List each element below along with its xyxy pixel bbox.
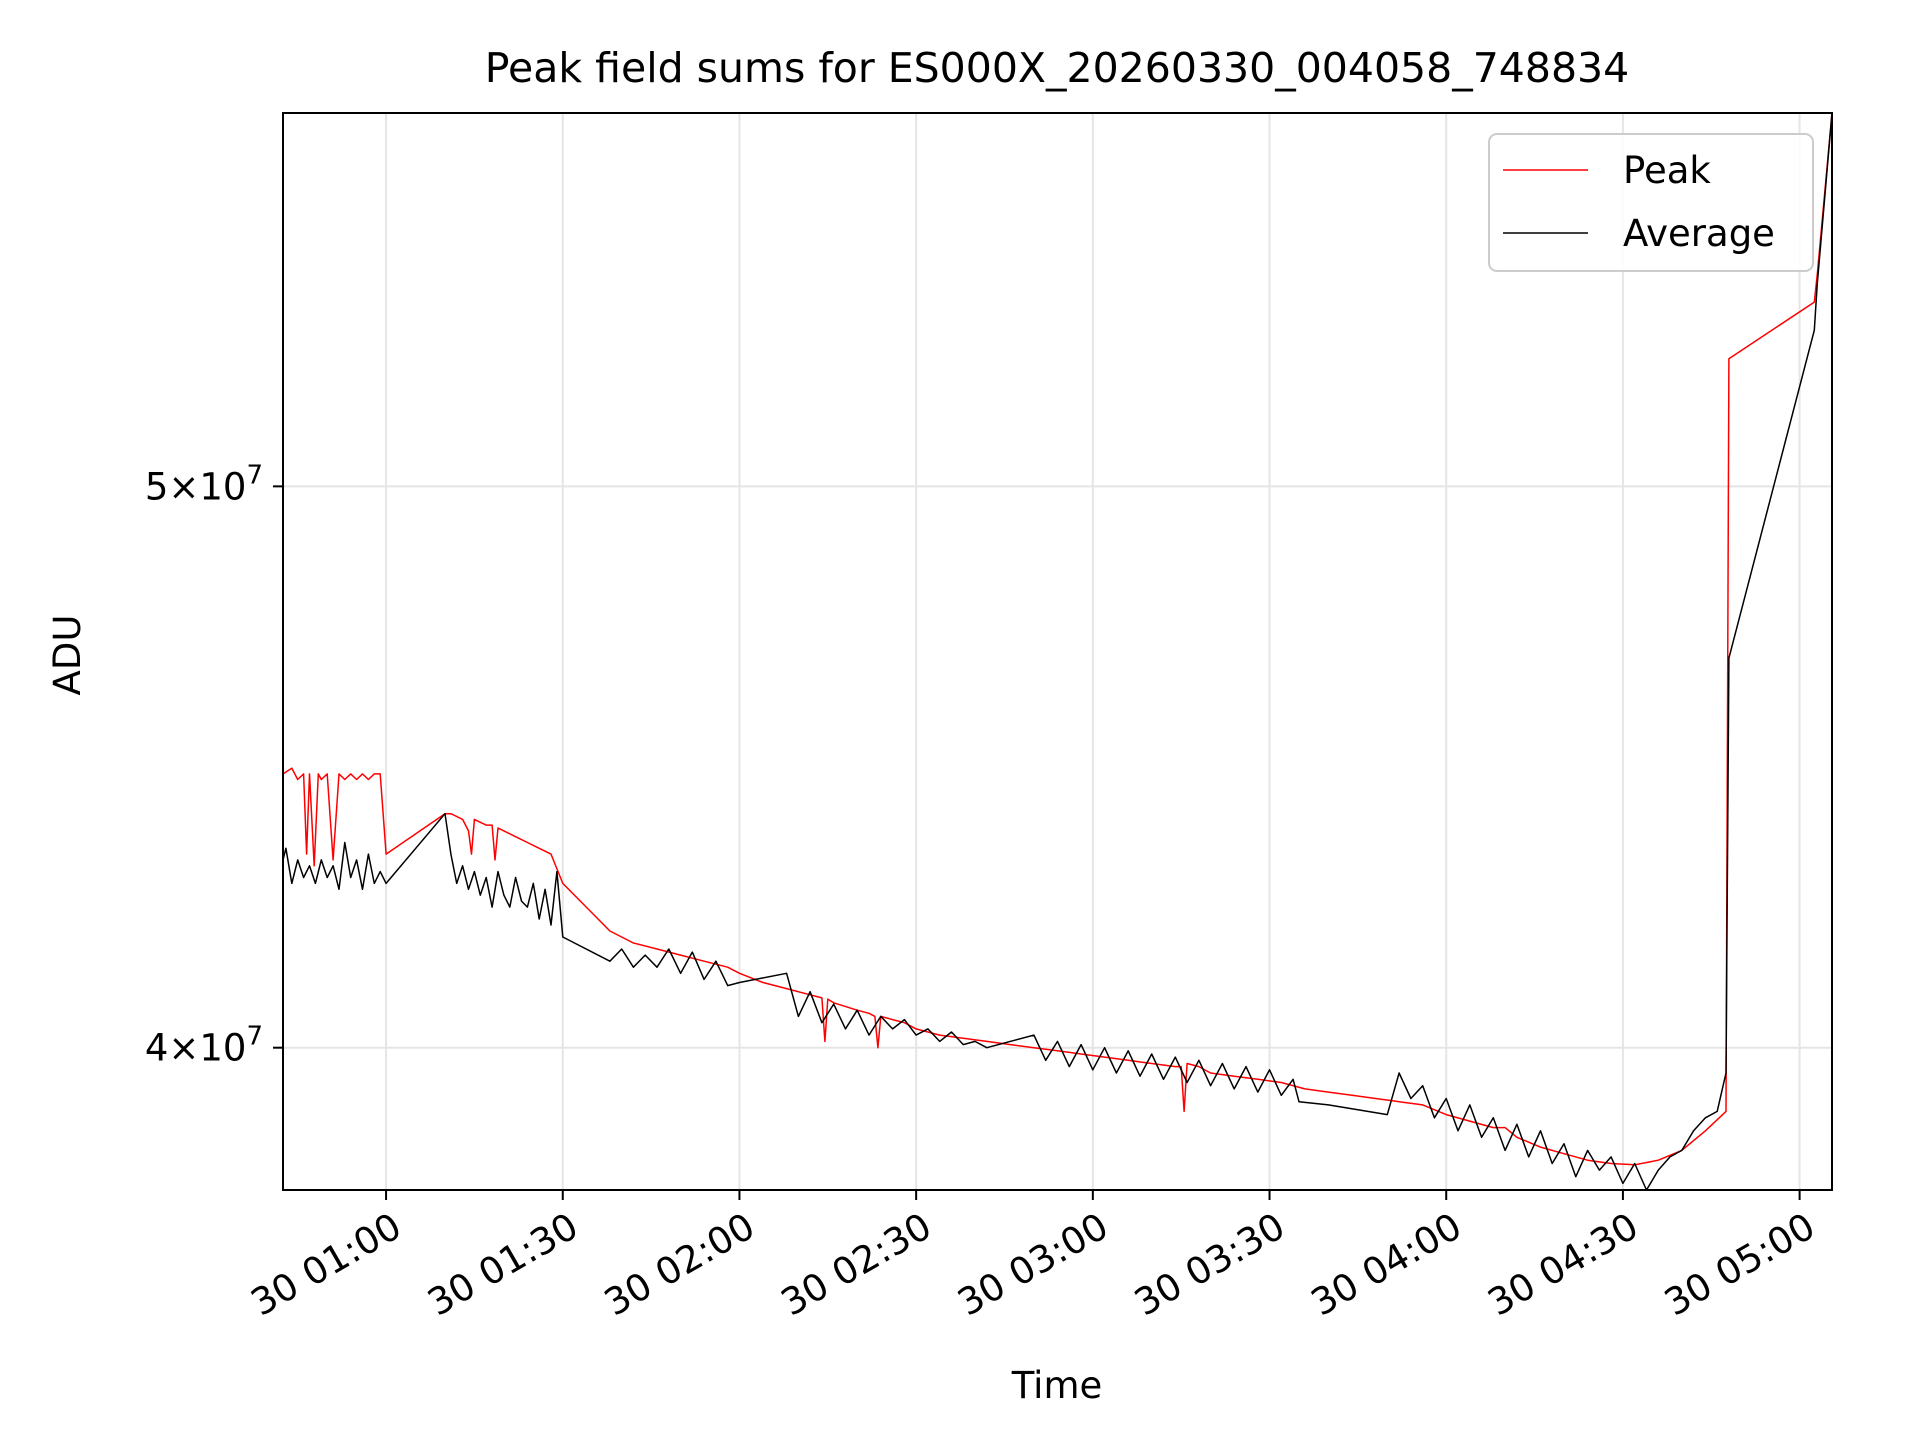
grid (283, 113, 1832, 1190)
legend-box (1488, 133, 1814, 272)
y-tick-label: 5×107 (145, 460, 263, 508)
series-layer (282, 112, 1833, 1191)
series-line-average (282, 112, 1833, 1191)
legend-label-peak: Peak (1623, 149, 1711, 192)
y-tick-label: 4×107 (145, 1022, 263, 1070)
legend: Peak Average (1488, 133, 1814, 272)
series-line-peak (282, 112, 1833, 1166)
legend-label-average: Average (1623, 212, 1775, 255)
plot-frame (282, 112, 1833, 1191)
x-axis-label: Time (1011, 1364, 1103, 1407)
chart-title: Peak field sums for ES000X_20260330_0040… (485, 44, 1629, 92)
y-axis-label: ADU (46, 615, 89, 696)
